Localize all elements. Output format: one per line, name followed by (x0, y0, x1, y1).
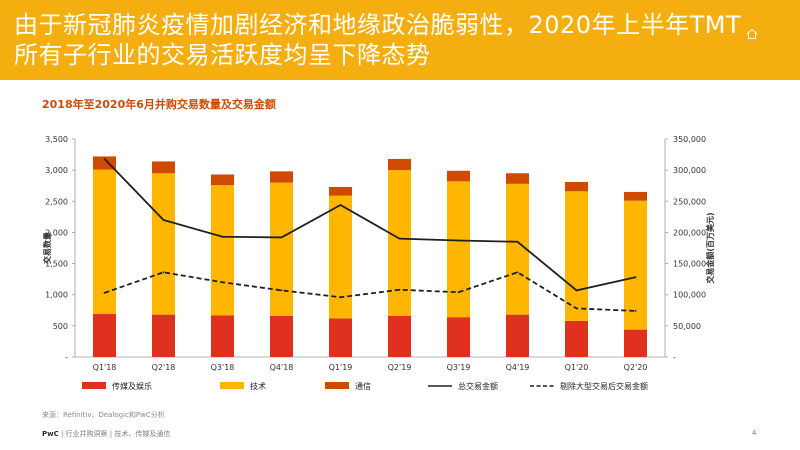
x-tick-label: Q1'20 (565, 363, 589, 372)
legend-label: 技术 (250, 381, 266, 391)
line-point (162, 271, 165, 274)
x-tick-label: Q3'19 (447, 363, 471, 372)
right-tick-label: 100,000 (673, 291, 706, 300)
legend-swatch (220, 382, 244, 389)
right-tick-label: 200,000 (673, 228, 706, 237)
line-point (280, 289, 283, 292)
line-point (162, 219, 165, 221)
title-banner: 由于新冠肺炎疫情加剧经济和地缘政治脆弱性，2020年上半年TMT所有子行业的交易… (0, 0, 800, 80)
y2-axis-title: 交易金额(百万美元) (705, 212, 715, 283)
bar-segment-1 (329, 318, 352, 357)
right-tick-label: 250,000 (673, 197, 706, 206)
chart-title: 2018年至2020年6月并购交易数量及交易金额 (42, 98, 276, 111)
bar-segment-3 (93, 156, 116, 170)
line-point (516, 240, 519, 243)
bar-segment-1 (565, 320, 588, 357)
left-tick-label: 3,000 (45, 166, 68, 175)
total-value-line (103, 158, 636, 292)
line-point (398, 288, 401, 291)
bar-segment-2 (388, 170, 411, 316)
bar-segment-3 (506, 173, 529, 184)
bar-segment-2 (211, 185, 234, 316)
bar-segment-3 (152, 161, 175, 174)
bar-segment-2 (93, 169, 116, 315)
bar-segment-3 (624, 191, 647, 201)
line-point (103, 158, 106, 160)
line-point (339, 204, 342, 206)
excl-large-deals-line (104, 271, 636, 312)
legend-swatch (82, 382, 106, 389)
right-tick-label: - (673, 353, 676, 362)
line-point (516, 271, 519, 274)
bar-segment-2 (506, 183, 529, 315)
legend-label: 传媒及娱乐 (112, 381, 152, 391)
bar-segment-2 (270, 182, 293, 316)
bar-segment-2 (447, 181, 470, 318)
left-tick-label: 3,500 (45, 135, 68, 144)
left-tick-label: 2,000 (45, 228, 68, 237)
bar-segment-3 (388, 158, 411, 171)
x-tick-label: Q3'18 (211, 363, 235, 372)
bar-segment-2 (565, 191, 588, 321)
line-point (634, 276, 637, 279)
right-tick-label: 350,000 (673, 135, 706, 144)
home-icon[interactable] (745, 27, 759, 41)
line-point (339, 296, 342, 299)
x-tick-label: Q2'19 (388, 363, 412, 372)
line-point (457, 239, 460, 242)
left-tick-label: 1,000 (45, 291, 68, 300)
line-point (398, 237, 401, 240)
right-tick-label: 150,000 (673, 260, 706, 269)
bar-segment-1 (152, 314, 175, 357)
page-title: 由于新冠肺炎疫情加剧经济和地缘政治脆弱性，2020年上半年TMT所有子行业的交易… (14, 11, 742, 69)
left-tick-label: 2,500 (45, 197, 68, 206)
line-point (634, 310, 637, 312)
footer-brand: PwC (42, 430, 59, 438)
line-point (103, 291, 106, 294)
bar-segment-1 (447, 317, 470, 357)
x-tick-label: Q4'18 (270, 363, 294, 372)
bar-segment-3 (329, 186, 352, 196)
y-axis-title: 交易数量 (42, 232, 52, 264)
line-point (280, 236, 283, 239)
bar-segment-3 (211, 174, 234, 186)
line-point (221, 281, 224, 284)
bar-segment-1 (624, 329, 647, 357)
bar-segment-1 (93, 314, 116, 357)
footer-text: | 行业并购洞察 | 技术、传媒及通信 (58, 430, 171, 438)
right-tick-label: 300,000 (673, 166, 706, 175)
page-number: 4 (752, 429, 757, 437)
legend-label: 通信 (355, 381, 371, 391)
bar-segment-1 (388, 315, 411, 357)
bar-segment-2 (624, 200, 647, 330)
line-point (575, 307, 578, 310)
bar-segment-1 (270, 315, 293, 357)
left-tick-label: 500 (53, 322, 68, 331)
left-tick-label: 1,500 (45, 260, 68, 269)
source-note: 来源：Refinitiv、Dealogic和PwC分析 (42, 411, 165, 419)
x-tick-label: Q4'19 (506, 363, 530, 372)
x-tick-label: Q2'18 (152, 363, 176, 372)
x-tick-label: Q2'20 (624, 363, 648, 372)
legend-label: 剔除大型交易后交易金额 (560, 381, 648, 391)
line-point (221, 235, 224, 238)
line-point (457, 291, 460, 294)
footer: PwC | 行业并购洞察 | 技术、传媒及通信 (42, 429, 170, 439)
x-tick-label: Q1'19 (329, 363, 353, 372)
bar-segment-1 (506, 314, 529, 357)
legend-label: 总交易金额 (458, 381, 498, 391)
x-tick-label: Q1'18 (93, 363, 117, 372)
bar-segment-2 (329, 195, 352, 319)
bar-segment-3 (447, 170, 470, 182)
right-tick-label: 50,000 (673, 322, 701, 331)
bar-segment-2 (152, 173, 175, 315)
left-tick-label: - (65, 353, 68, 362)
bar-segment-3 (565, 181, 588, 192)
bar-segment-3 (270, 171, 293, 183)
legend-swatch (325, 382, 349, 389)
line-point (575, 289, 578, 292)
bar-segment-1 (211, 315, 234, 357)
